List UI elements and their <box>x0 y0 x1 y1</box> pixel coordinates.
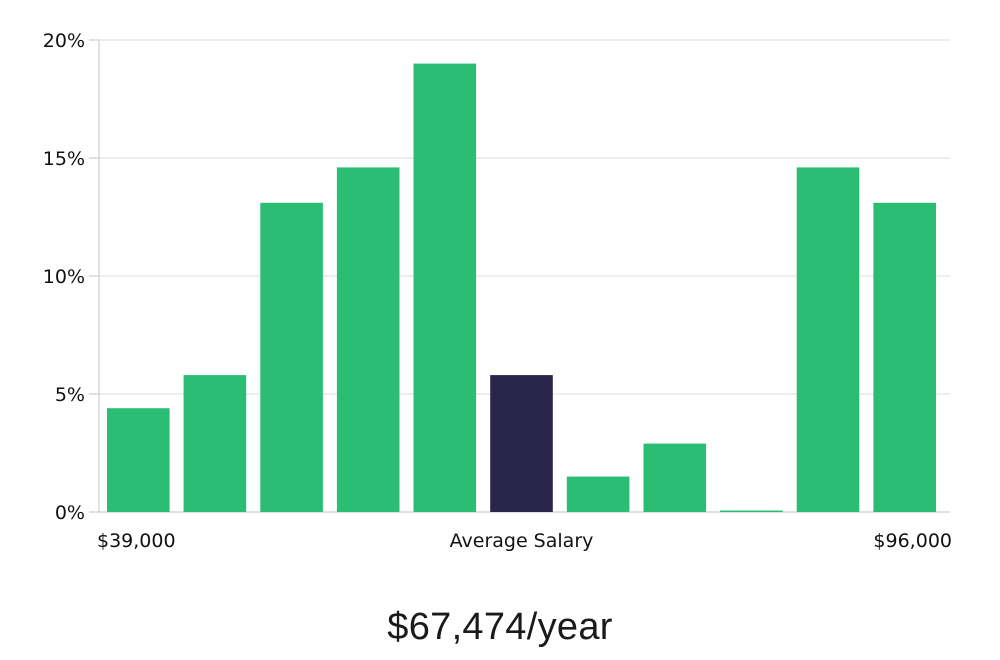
salary-histogram: 0% 5% 10% 15% 20% $39,000 Average Salary $96… <box>43 30 952 552</box>
y-axis-ticks: 0% 5% 10% 15% 20% <box>43 30 99 524</box>
y-tick-label: 0% <box>55 502 85 524</box>
bar[interactable] <box>183 375 247 512</box>
y-tick-label: 5% <box>55 384 85 406</box>
y-tick-label: 15% <box>43 148 85 170</box>
x-label-max-salary: $96,000 <box>873 530 952 552</box>
bar[interactable] <box>796 167 860 512</box>
y-tick-label: 20% <box>43 30 85 52</box>
bar[interactable] <box>720 510 783 513</box>
bar[interactable] <box>260 202 323 513</box>
bar[interactable] <box>873 202 936 513</box>
y-tick-label: 10% <box>43 266 85 288</box>
x-label-min-salary: $39,000 <box>97 530 176 552</box>
bar[interactable] <box>413 63 477 512</box>
bar[interactable] <box>107 408 170 512</box>
bar-average-salary[interactable] <box>490 375 553 512</box>
bar[interactable] <box>566 476 630 512</box>
bar[interactable] <box>336 167 400 512</box>
average-salary-value: $67,474/year <box>387 606 613 648</box>
bar[interactable] <box>643 443 707 512</box>
bars <box>107 63 936 513</box>
x-label-average-salary: Average Salary <box>450 530 594 552</box>
